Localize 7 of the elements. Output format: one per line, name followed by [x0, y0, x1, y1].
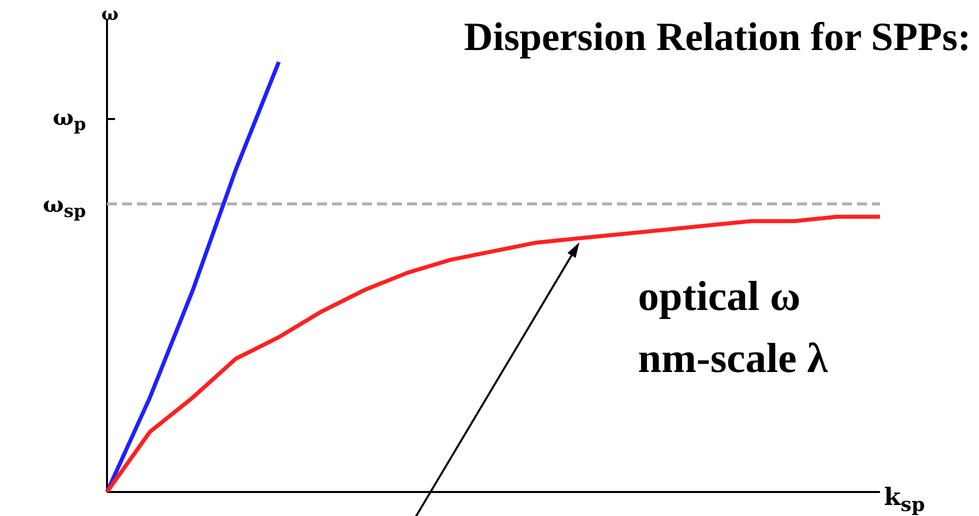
text: ω$_{p}$: [52, 105, 86, 136]
x-axis-title: k$_{sp}$: [884, 482, 925, 516]
ref-line-label: ω$_{sp}$: [42, 192, 86, 222]
annotation: nm-scale λ: [638, 336, 828, 382]
chart-title: Dispersion Relation for SPPs:: [464, 14, 971, 59]
y-axis-title: ω: [101, 4, 119, 25]
annotation: optical ω: [638, 274, 801, 320]
